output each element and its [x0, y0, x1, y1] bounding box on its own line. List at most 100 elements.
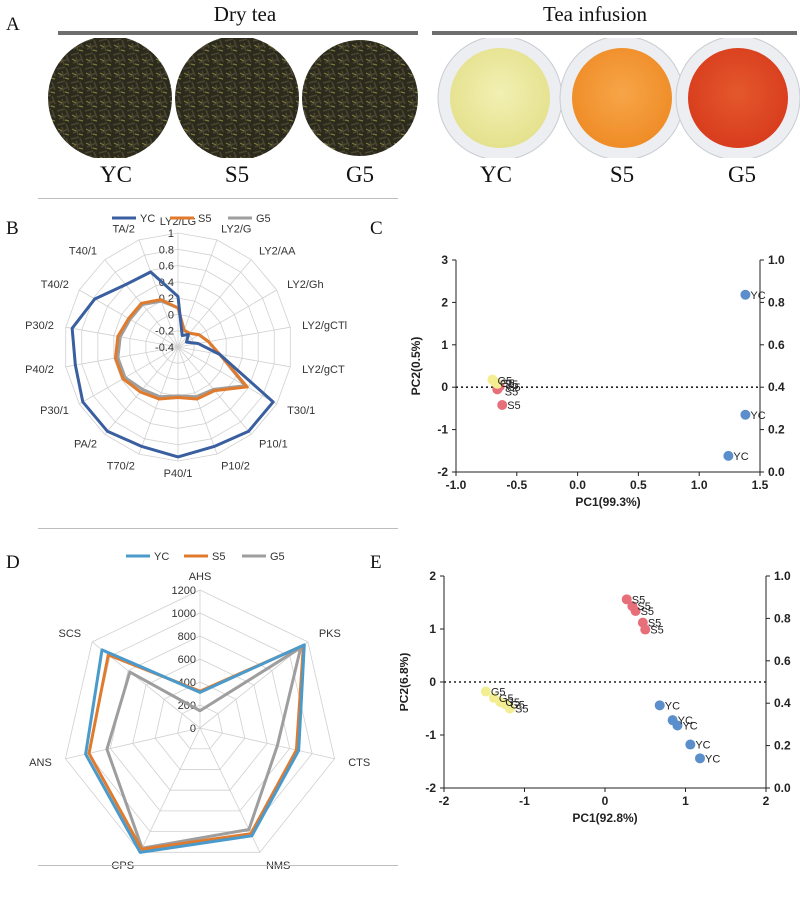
point-s5: [621, 594, 632, 605]
pca-chart-e: -2 -1 0 1 2 -2 -1 0 1 2 0.0 0.2 0.4 0.6 0.8 1.0 PC1(92.8…: [400, 569, 791, 825]
radar-tick-label: 200: [178, 700, 196, 712]
point-label: S5: [505, 386, 518, 398]
y2-tick-label: 1.0: [768, 253, 785, 267]
radar-axis-label: ANS: [29, 757, 52, 769]
point-g5: [480, 686, 491, 697]
x-axis-title: PC1(92.8%): [572, 811, 637, 825]
radar-spoke: [177, 346, 291, 368]
point-g5: [492, 378, 503, 389]
radar-series-s5: [113, 298, 249, 401]
legend-label-s5: S5: [212, 551, 225, 563]
y2-tick-label: 0.6: [774, 654, 791, 668]
point-label: G5: [500, 378, 515, 390]
radar-axis-label: PKS: [319, 628, 341, 640]
y2-tick-label: 0.4: [774, 696, 791, 710]
pca-chart-c: -1.0 -0.5 0.0 0.5 1.0 1.5 -2 -1 0 1 2 3 0.0 0.2 0.4 0.6…: [409, 253, 785, 509]
y-tick-label: -2: [437, 465, 448, 479]
radar-axis-label: P10/1: [259, 439, 288, 451]
x-tick-label: 2: [763, 794, 770, 808]
radar-axis-label: P10/2: [221, 460, 250, 472]
radar-tick-label: 0.6: [159, 261, 174, 273]
radar-axis-label: LY2/G: [221, 224, 251, 236]
dry-tea-s5-photo: [175, 38, 299, 158]
point-yc: [685, 739, 696, 750]
radar-spoke: [177, 289, 277, 348]
panel-letter-d: D: [6, 552, 20, 573]
dry-tea-rule: [58, 31, 418, 35]
radar-spoke: [79, 346, 179, 405]
y-tick-label: 0: [429, 675, 436, 689]
radar-spoke: [199, 641, 309, 729]
radar-spoke: [65, 326, 179, 348]
infusion-label-s5: S5: [609, 162, 635, 187]
dry-tea-yc-photo: [48, 38, 172, 158]
radar-tick-label: 0.8: [159, 244, 174, 256]
dry-tea-title: Dry tea: [213, 2, 277, 26]
radar-axis-label: P30/1: [40, 405, 69, 417]
point-label: YC: [705, 753, 720, 765]
radar-grid-ring: [132, 658, 268, 791]
point-label: YC: [695, 740, 710, 752]
point-label: S5: [637, 601, 650, 613]
radar-tick-label: -0.4: [155, 342, 174, 354]
radar-tick-label: 800: [178, 631, 196, 643]
radar-axis-label: P40/2: [25, 364, 54, 376]
point-g5: [505, 703, 516, 714]
divider-a: [38, 198, 398, 199]
radar-series-yc: [70, 270, 275, 459]
point-label: S5: [515, 704, 528, 716]
point-label: S5: [507, 382, 520, 394]
infusion-yc-cup: [437, 38, 563, 158]
radar-spoke: [177, 346, 277, 405]
legend-label-g5: G5: [256, 213, 271, 225]
radar-series-yc: [84, 643, 306, 854]
panel-letter-b: B: [6, 218, 19, 239]
dry-label-g5: G5: [345, 162, 375, 187]
point-label: S5: [632, 594, 645, 606]
infusion-s5-cup: [559, 38, 685, 158]
x-tick-label: -1.0: [446, 478, 467, 492]
point-label: G5: [510, 699, 525, 711]
radar-spoke: [138, 239, 179, 348]
panel-letter-e: E: [370, 552, 382, 573]
radar-tick-label: 600: [178, 654, 196, 666]
radar-axis-label: P30/2: [25, 320, 54, 332]
infusion-label-yc: YC: [480, 162, 512, 187]
point-yc: [694, 753, 705, 764]
y2-tick-label: 0.2: [768, 423, 785, 437]
legend-label-g5: G5: [270, 551, 285, 563]
radar-chart-b: -0.4-0.200.20.40.60.81LY2/LGLY2/GLY2/AAL…: [25, 213, 347, 480]
tea-photos: [48, 38, 800, 158]
radar-grid-ring: [154, 681, 246, 770]
radar-axis-label: LY2/gCTl: [302, 320, 347, 332]
dry-label-s5: S5: [224, 162, 250, 187]
y2-tick-label: 0.0: [768, 465, 785, 479]
point-label: S5: [650, 625, 663, 637]
point-yc: [672, 720, 683, 731]
point-label: S5: [507, 400, 520, 412]
radar-axis-label: LY2/Gh: [287, 279, 324, 291]
y-axis-title: PC2(0.5%): [409, 337, 423, 396]
radar-axis-label: CTS: [348, 757, 370, 769]
radar-axis-label: LY2/gCT: [302, 364, 345, 376]
point-label: S5: [641, 606, 654, 618]
tea-infusion-rule: [432, 31, 797, 35]
radar-axis-label: SCS: [59, 628, 82, 640]
point-label: YC: [733, 451, 748, 463]
point-label: YC: [678, 715, 693, 727]
radar-series-g5: [105, 646, 303, 850]
point-yc: [723, 450, 734, 461]
point-s5: [497, 400, 508, 411]
legend-label-yc: YC: [140, 213, 155, 225]
radar-tick-label: 0: [190, 723, 196, 735]
point-s5: [640, 624, 651, 635]
y-tick-label: -1: [437, 423, 448, 437]
radar-spoke: [177, 346, 218, 455]
x-tick-label: 1.0: [691, 478, 708, 492]
point-label: S5: [648, 618, 661, 630]
x-tick-label: -0.5: [506, 478, 527, 492]
radar-tick-label: 1000: [172, 608, 196, 620]
radar-axis-label: T70/2: [107, 460, 135, 472]
x-tick-label: 1: [682, 794, 689, 808]
panel-letter-a: A: [6, 14, 20, 35]
